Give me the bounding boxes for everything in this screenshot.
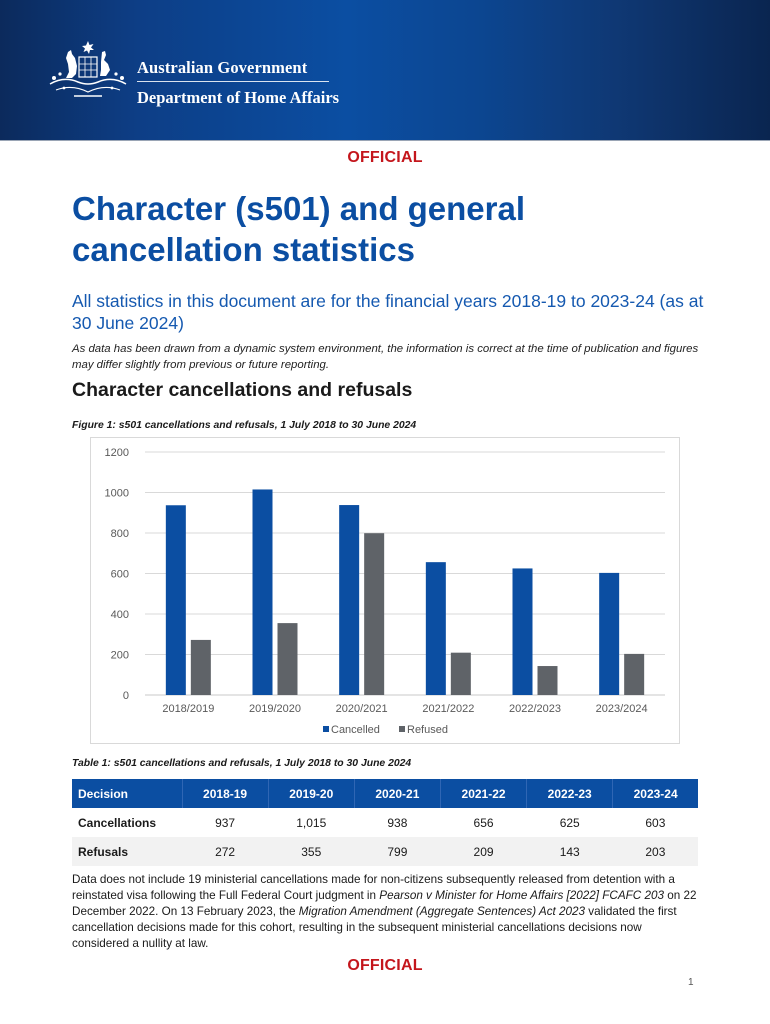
bar-refused (624, 653, 645, 695)
column-header: 2019-20 (268, 779, 355, 808)
x-tick-label: 2022/2023 (509, 703, 561, 715)
y-tick-label: 0 (123, 690, 129, 702)
table-cell: 938 (387, 815, 408, 830)
column-header: 2018-19 (182, 779, 269, 808)
x-tick-label: 2019/2020 (249, 703, 301, 715)
table-cell: 799 (354, 837, 441, 866)
row-label: Cancellations (78, 815, 157, 830)
footnote-text: validated the first cancellation decisio… (72, 905, 677, 950)
x-tick-label: 2020/2021 (336, 703, 388, 715)
column-header: 2022-23 (526, 779, 614, 808)
bar-cancelled (425, 562, 446, 695)
org-name: Australian Government (137, 58, 308, 77)
column-header: 2020-21 (354, 779, 441, 808)
figure-caption: Figure 1: s501 cancellations and refusal… (72, 420, 417, 431)
y-tick-label: 200 (111, 650, 129, 662)
legend-label-refused: Refused (407, 724, 448, 736)
column-header: 2023-24 (612, 779, 698, 808)
bar-cancelled (252, 489, 273, 695)
table-cell: 603 (645, 815, 666, 830)
page-number: 1 (688, 977, 694, 988)
bar-cancelled (512, 568, 533, 695)
y-tick-label: 400 (111, 609, 129, 621)
footnote: Data does not include 19 ministerial can… (72, 872, 702, 952)
bar-cancelled (599, 572, 620, 695)
column-header: 2021-22 (440, 779, 528, 808)
bar-cancelled (165, 505, 186, 695)
table-cell: 1,015 (296, 815, 327, 830)
bar-refused (277, 623, 298, 695)
footnote-text: Data does not include 19 ministerial can… (72, 873, 675, 902)
y-tick-label: 1200 (105, 447, 129, 459)
bar-refused (364, 533, 385, 695)
legend-swatch-refused (399, 726, 405, 732)
table-cell: 937 (215, 815, 236, 830)
data-disclaimer: As data has been drawn from a dynamic sy… (72, 343, 699, 371)
bar-refused (537, 666, 558, 695)
org-divider (137, 81, 329, 82)
statistics-table: Decision 2018-19 2019-20 2020-21 2021-22… (72, 779, 698, 866)
table-header-row: Decision 2018-19 2019-20 2020-21 2021-22… (72, 779, 698, 808)
y-tick-label: 600 (111, 569, 129, 581)
x-tick-label: 2023/2024 (596, 703, 648, 715)
y-tick-label: 800 (111, 528, 129, 540)
coat-of-arms-icon (49, 41, 127, 97)
classification-marking-bottom: OFFICIAL (347, 957, 423, 974)
table-cell: 143 (526, 837, 613, 866)
table-cell: 656 (473, 815, 494, 830)
bar-refused (190, 639, 211, 695)
y-tick-label: 1000 (105, 488, 129, 500)
department-name: Department of Home Affairs (137, 88, 340, 107)
table-caption: Table 1: s501 cancellations and refusals… (72, 758, 412, 769)
bar-cancelled (339, 505, 360, 695)
footnote-text: on 22 December 2022. On 13 February 2023… (72, 889, 697, 918)
x-tick-label: 2021/2022 (422, 703, 474, 715)
table-cell: 203 (612, 837, 698, 866)
classification-marking-top: OFFICIAL (347, 149, 423, 166)
column-header: Decision (72, 779, 183, 808)
table-row: Refusals 272 355 799 209 143 203 (72, 837, 698, 866)
table-cell: 209 (440, 837, 527, 866)
header-banner: Australian Government Department of Home… (0, 0, 770, 141)
section-heading: Character cancellations and refusals (72, 379, 413, 401)
bar-refused (450, 652, 471, 695)
case-citation: Pearson v Minister for Home Affairs [202… (379, 889, 664, 902)
x-tick-label: 2018/2019 (162, 703, 214, 715)
act-citation: Migration Amendment (Aggregate Sentences… (298, 905, 586, 918)
bar-chart: 0 200 400 600 800 1000 1200 2018/2019 2019/2020 2… (105, 447, 665, 736)
page-title: Character (s501) and general cancellatio… (72, 190, 526, 268)
legend-swatch-cancelled (323, 726, 329, 732)
table-cell: 272 (182, 837, 269, 866)
table-row: Cancellations 937 1,015 938 656 625 603 (72, 808, 698, 837)
legend-label-cancelled: Cancelled (331, 724, 380, 736)
page-subtitle: All statistics in this document are for … (72, 291, 704, 333)
table-cell: 355 (268, 837, 355, 866)
chart-frame: 0 200 400 600 800 1000 1200 2018/2019 2019/2020 2… (90, 437, 680, 744)
row-label: Refusals (72, 837, 182, 866)
table-cell: 625 (559, 815, 580, 830)
